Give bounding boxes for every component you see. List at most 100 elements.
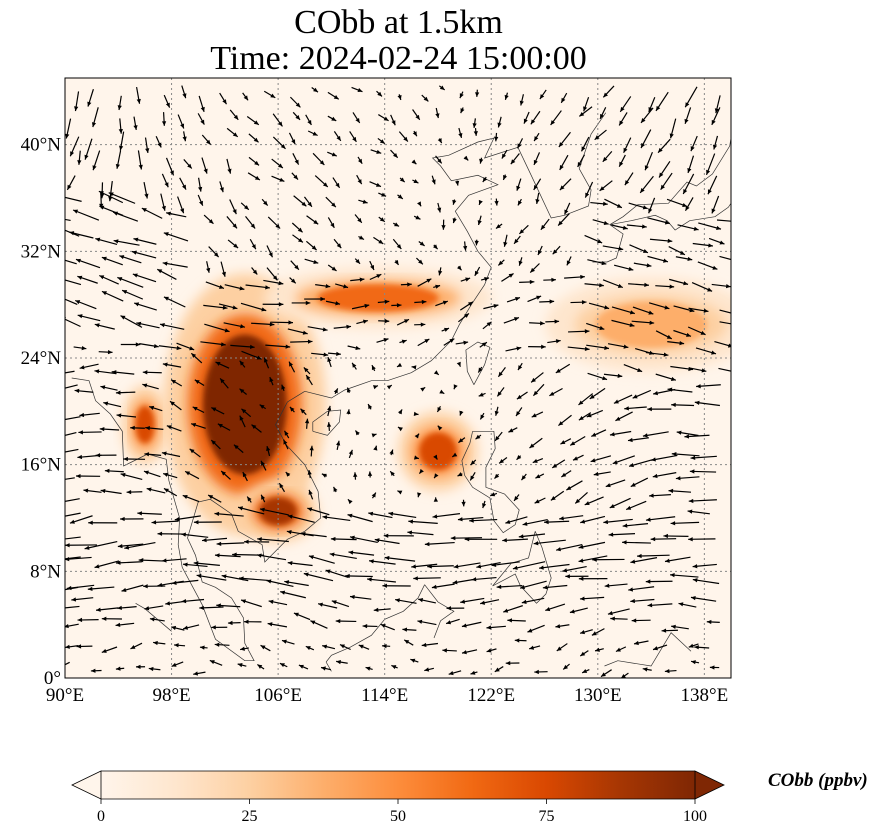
wind-vector — [528, 645, 541, 650]
wind-vector — [346, 409, 351, 415]
wind-vector — [565, 574, 589, 579]
wind-vector — [171, 661, 184, 667]
wind-vector — [482, 500, 487, 509]
wind-vector — [461, 499, 466, 507]
wind-vector — [611, 306, 635, 315]
wind-vector — [678, 602, 697, 608]
wind-vector — [333, 131, 342, 142]
wind-vector — [115, 390, 136, 395]
wind-vector — [92, 150, 101, 171]
wind-vector — [160, 193, 166, 211]
wind-vector — [501, 272, 514, 282]
wind-vector — [388, 511, 417, 519]
wind-vector — [291, 300, 311, 306]
wind-vector — [545, 319, 560, 324]
wind-vector — [707, 175, 718, 195]
wind-vector — [417, 201, 422, 207]
wind-vector — [305, 240, 317, 251]
wind-vector — [211, 625, 228, 630]
wind-vector — [221, 574, 249, 582]
wind-vector — [418, 598, 436, 604]
wind-vector — [441, 327, 450, 332]
wind-vector — [350, 277, 365, 282]
wind-vector — [79, 363, 99, 370]
wind-vector — [257, 537, 289, 543]
wind-vector — [271, 158, 284, 169]
wind-vector — [137, 511, 162, 516]
wind-vector — [670, 521, 700, 526]
wind-vector — [397, 409, 403, 415]
wind-vector — [533, 152, 541, 166]
wind-vector — [599, 107, 607, 120]
wind-vector — [478, 392, 486, 397]
wind-vector — [529, 263, 540, 273]
wind-vector — [615, 411, 633, 422]
wind-vector — [390, 114, 396, 126]
wind-vector — [584, 496, 604, 506]
wind-vector — [438, 267, 443, 276]
wind-vector — [75, 473, 101, 479]
map-background — [65, 78, 731, 678]
wind-vector — [403, 639, 414, 646]
wind-vector — [482, 321, 492, 330]
wind-vector — [587, 259, 607, 266]
wind-vector — [285, 471, 291, 477]
wind-vector — [684, 107, 692, 124]
wind-vector — [144, 605, 164, 611]
wind-vector — [328, 351, 341, 356]
wind-vector — [376, 90, 383, 97]
wind-vector — [688, 498, 717, 504]
wind-vector — [602, 279, 624, 289]
wind-vector — [177, 114, 185, 129]
wind-vector — [432, 244, 439, 250]
wind-vector — [305, 114, 312, 126]
wind-vector — [624, 172, 634, 186]
wind-vector — [325, 196, 337, 208]
wind-vector — [373, 445, 378, 451]
wind-vector — [347, 513, 373, 523]
wind-vector — [349, 131, 357, 143]
wind-vector — [688, 643, 699, 648]
wind-vector — [136, 321, 160, 329]
wind-vector — [517, 198, 522, 206]
wind-vector — [591, 429, 607, 437]
wind-vector — [65, 229, 80, 237]
wind-vector — [697, 261, 718, 270]
wind-vector — [173, 643, 186, 648]
wind-vector — [95, 607, 119, 612]
wind-vector — [648, 96, 656, 113]
wind-vector — [652, 472, 677, 479]
wind-vector — [169, 400, 182, 411]
x-tick-label: 138°E — [681, 685, 729, 706]
wind-vector — [669, 278, 689, 286]
wind-vector — [566, 480, 583, 491]
wind-vector — [75, 258, 101, 269]
wind-vector — [293, 195, 307, 207]
wind-vector — [108, 181, 113, 202]
wind-vector — [413, 215, 421, 220]
wind-vector — [367, 471, 373, 478]
wind-vector — [287, 561, 313, 567]
wind-vector — [155, 136, 162, 148]
wind-vector — [533, 539, 566, 546]
wind-vector — [458, 437, 466, 444]
wind-vector — [101, 646, 118, 653]
wind-vector — [682, 173, 695, 195]
wind-vector — [660, 172, 673, 191]
wind-vector — [482, 176, 488, 183]
wind-vector — [84, 540, 118, 550]
wind-vector — [348, 449, 353, 459]
wind-vector — [684, 434, 710, 439]
wind-vector — [663, 533, 689, 539]
wind-vector — [242, 471, 248, 482]
wind-vector — [331, 600, 350, 608]
x-tick-label: 98°E — [152, 685, 190, 706]
wind-vector — [309, 445, 314, 457]
wind-vector — [304, 258, 319, 264]
wind-vector — [65, 370, 75, 374]
wind-vector — [226, 216, 238, 229]
wind-vector — [515, 407, 523, 417]
wind-vector — [260, 460, 267, 471]
wind-vector — [161, 558, 187, 563]
wind-vector — [266, 267, 278, 281]
